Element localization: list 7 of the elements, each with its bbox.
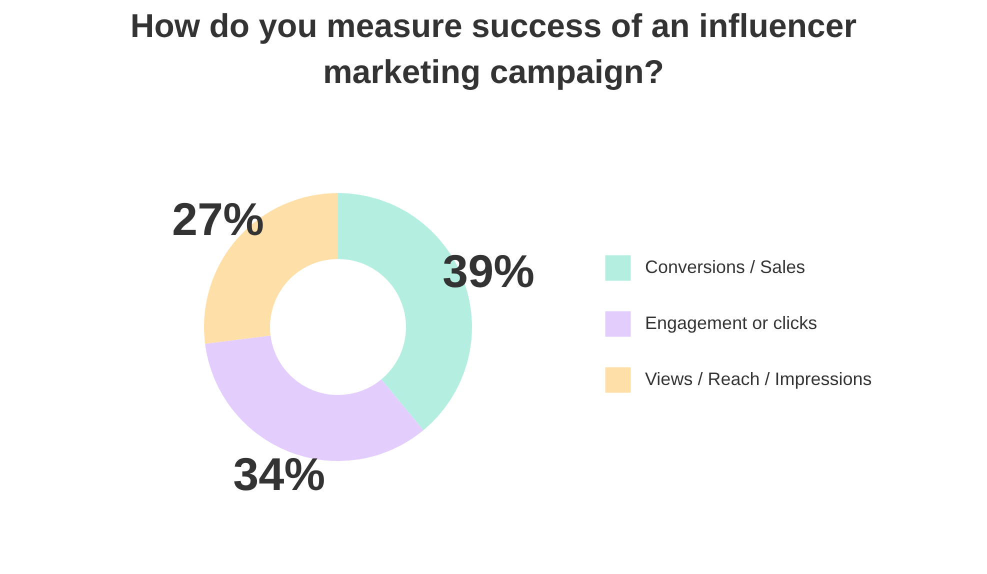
legend-label: Engagement or clicks	[645, 313, 818, 333]
legend-label: Views / Reach / Impressions	[645, 369, 872, 389]
legend-label: Conversions / Sales	[645, 257, 806, 277]
data-label: 39%	[442, 244, 535, 297]
data-label: 34%	[233, 448, 326, 500]
chart-title: How do you measure success of an influencer marketing campaign?	[130, 7, 857, 90]
data-label: 27%	[172, 193, 264, 246]
